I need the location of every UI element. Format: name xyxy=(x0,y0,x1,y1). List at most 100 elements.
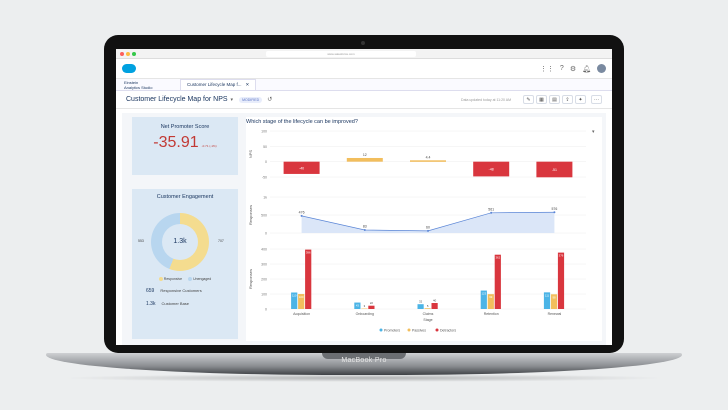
laptop-bezel: www.salesforce.com ⋮⋮ ? ⚙ 🔔︎ Einstein An… xyxy=(104,35,624,353)
undo-icon[interactable]: ↺ xyxy=(267,97,273,103)
chart-menu-icon: ▾ xyxy=(592,129,595,135)
stat-value: 1.3k xyxy=(146,301,156,307)
title-dropdown-icon[interactable]: ▾ xyxy=(230,96,234,103)
nps-title: Net Promoter Score xyxy=(160,124,210,130)
header-icons: ⋮⋮ ? ⚙ 🔔︎ xyxy=(540,64,606,73)
engagement-title: Customer Engagement xyxy=(156,194,214,200)
explore-icon[interactable]: ▦ xyxy=(536,95,547,104)
y-tick-label: 0 xyxy=(265,308,267,312)
donut-legend: Responsive Unengaged xyxy=(132,277,238,282)
nps-bar xyxy=(410,160,446,162)
chart-question: Which stage of the lifecycle can be impr… xyxy=(246,119,358,125)
legend-label: Passives xyxy=(412,328,426,332)
nps-bar-label: -40 xyxy=(299,166,304,170)
stage-bar-label: 396 xyxy=(306,251,311,255)
nps-bar-label: 12 xyxy=(363,153,367,157)
stage-bar xyxy=(557,252,565,309)
stage-bar-label: 362 xyxy=(495,256,500,260)
stat-responsive: 659 Responsive Customers xyxy=(146,288,202,294)
einstein-icon[interactable]: ✦ xyxy=(575,95,586,104)
responses-point-label: 476 xyxy=(299,210,305,214)
stage-bar xyxy=(543,292,551,309)
studio-name: Einstein Analytics Studio xyxy=(124,80,180,90)
dashboard-toolbar: Customer Lifecycle Map for NPS ▾ MODIFIE… xyxy=(116,91,612,109)
legend-unengaged: Unengaged xyxy=(188,277,211,282)
app-launcher-icon[interactable]: ⋮⋮ xyxy=(539,65,554,73)
stage-bar-label: 123 xyxy=(481,292,486,296)
responses-point xyxy=(363,229,366,232)
legend-swatch xyxy=(188,277,193,282)
stat-value: 659 xyxy=(146,288,155,294)
notifications-icon[interactable]: 🔔︎ xyxy=(582,65,591,73)
nps-bar-label: 4.4 xyxy=(426,155,431,159)
donut-center-value: 1.3k xyxy=(162,224,198,260)
stage-bar xyxy=(298,294,305,309)
y-tick-label: 0 xyxy=(265,160,267,164)
y-tick-label: 100 xyxy=(261,293,267,297)
legend-responsive: Responsive xyxy=(158,277,182,282)
laptop-model-label: MacBook Pro xyxy=(341,357,387,364)
x-axis-label: Stage xyxy=(423,318,432,322)
legend-swatch xyxy=(435,328,439,332)
avatar[interactable] xyxy=(597,64,606,73)
responses-point xyxy=(427,229,429,232)
tab-bar: Einstein Analytics Studio Customer Lifec… xyxy=(116,79,612,91)
lifecycle-charts: Which stage of the lifecycle can be impr… xyxy=(246,117,602,341)
stage-bar-label: 376 xyxy=(559,254,564,258)
stage-bar xyxy=(291,292,298,309)
close-tab-icon[interactable]: ✕ xyxy=(245,82,250,87)
y-tick-label: 0 xyxy=(265,232,267,236)
donut-left-label: 553 xyxy=(138,239,144,243)
y-axis-label: Responses xyxy=(248,269,253,289)
stage-bar-label: 3 xyxy=(364,304,366,308)
close-dot[interactable] xyxy=(120,52,124,56)
nps-delta: -0.71 (-1%) xyxy=(201,144,217,148)
last-updated-text: Data updated today at 11:20 AM xyxy=(461,97,511,102)
laptop-notch xyxy=(322,353,406,359)
y-tick-label: 400 xyxy=(261,248,267,252)
stage-bar xyxy=(417,304,424,309)
y-tick-label: 100 xyxy=(261,130,267,134)
responses-point-label: 576 xyxy=(551,207,557,211)
x-tick-label: Onboarding xyxy=(356,312,374,316)
y-tick-label: 500 xyxy=(261,214,267,218)
engagement-donut[interactable]: 1.3k xyxy=(151,213,209,271)
save-icon[interactable]: ▤ xyxy=(549,95,560,104)
responses-point-label: 561 xyxy=(488,207,494,211)
responses-point xyxy=(490,211,493,214)
stage-bar xyxy=(354,302,361,309)
window-controls[interactable] xyxy=(120,52,136,56)
legend-swatch xyxy=(407,328,411,332)
stage-bar xyxy=(487,294,494,309)
stage-bar-label: 99 xyxy=(489,295,493,299)
stage-bar-label: 110 xyxy=(292,294,297,298)
setup-gear-icon[interactable]: ⚙ xyxy=(569,65,577,73)
stage-bar-label: 22 xyxy=(370,301,374,305)
maximize-dot[interactable] xyxy=(132,52,136,56)
address-bar[interactable]: www.salesforce.com xyxy=(266,51,416,57)
help-icon[interactable]: ? xyxy=(559,65,564,72)
laptop-shadow xyxy=(60,374,668,382)
legend-label: Promoters xyxy=(384,328,400,332)
share-icon[interactable]: ⇪ xyxy=(562,95,573,104)
stage-bar xyxy=(494,254,501,309)
stage-bar xyxy=(424,308,431,309)
status-badge: MODIFIED xyxy=(239,96,263,103)
stage-bar-label: 32 xyxy=(419,300,423,304)
salesforce-logo-icon[interactable] xyxy=(122,64,136,73)
nps-bar xyxy=(283,161,320,174)
x-tick-label: Claims xyxy=(423,312,434,316)
tab-customer-lifecycle[interactable]: Customer Lifecycle Map f... ✕ xyxy=(180,79,257,90)
edit-icon[interactable]: ✎ xyxy=(523,95,534,104)
browser-chrome: www.salesforce.com xyxy=(116,49,612,59)
nps-bar xyxy=(473,161,510,177)
responses-point xyxy=(553,211,556,214)
minimize-dot[interactable] xyxy=(126,52,130,56)
nps-value: -35.91 xyxy=(153,134,199,151)
stat-label: Customer Base xyxy=(161,301,190,306)
stage-bar-label: 98 xyxy=(552,295,556,299)
more-actions-icon[interactable]: ··· xyxy=(591,95,602,104)
nps-card: Net Promoter Score -35.91 -0.71 (-1%) xyxy=(132,117,238,175)
stat-label: Responsive Customers xyxy=(160,288,202,293)
stat-base: 1.3k Customer Base xyxy=(146,301,189,307)
